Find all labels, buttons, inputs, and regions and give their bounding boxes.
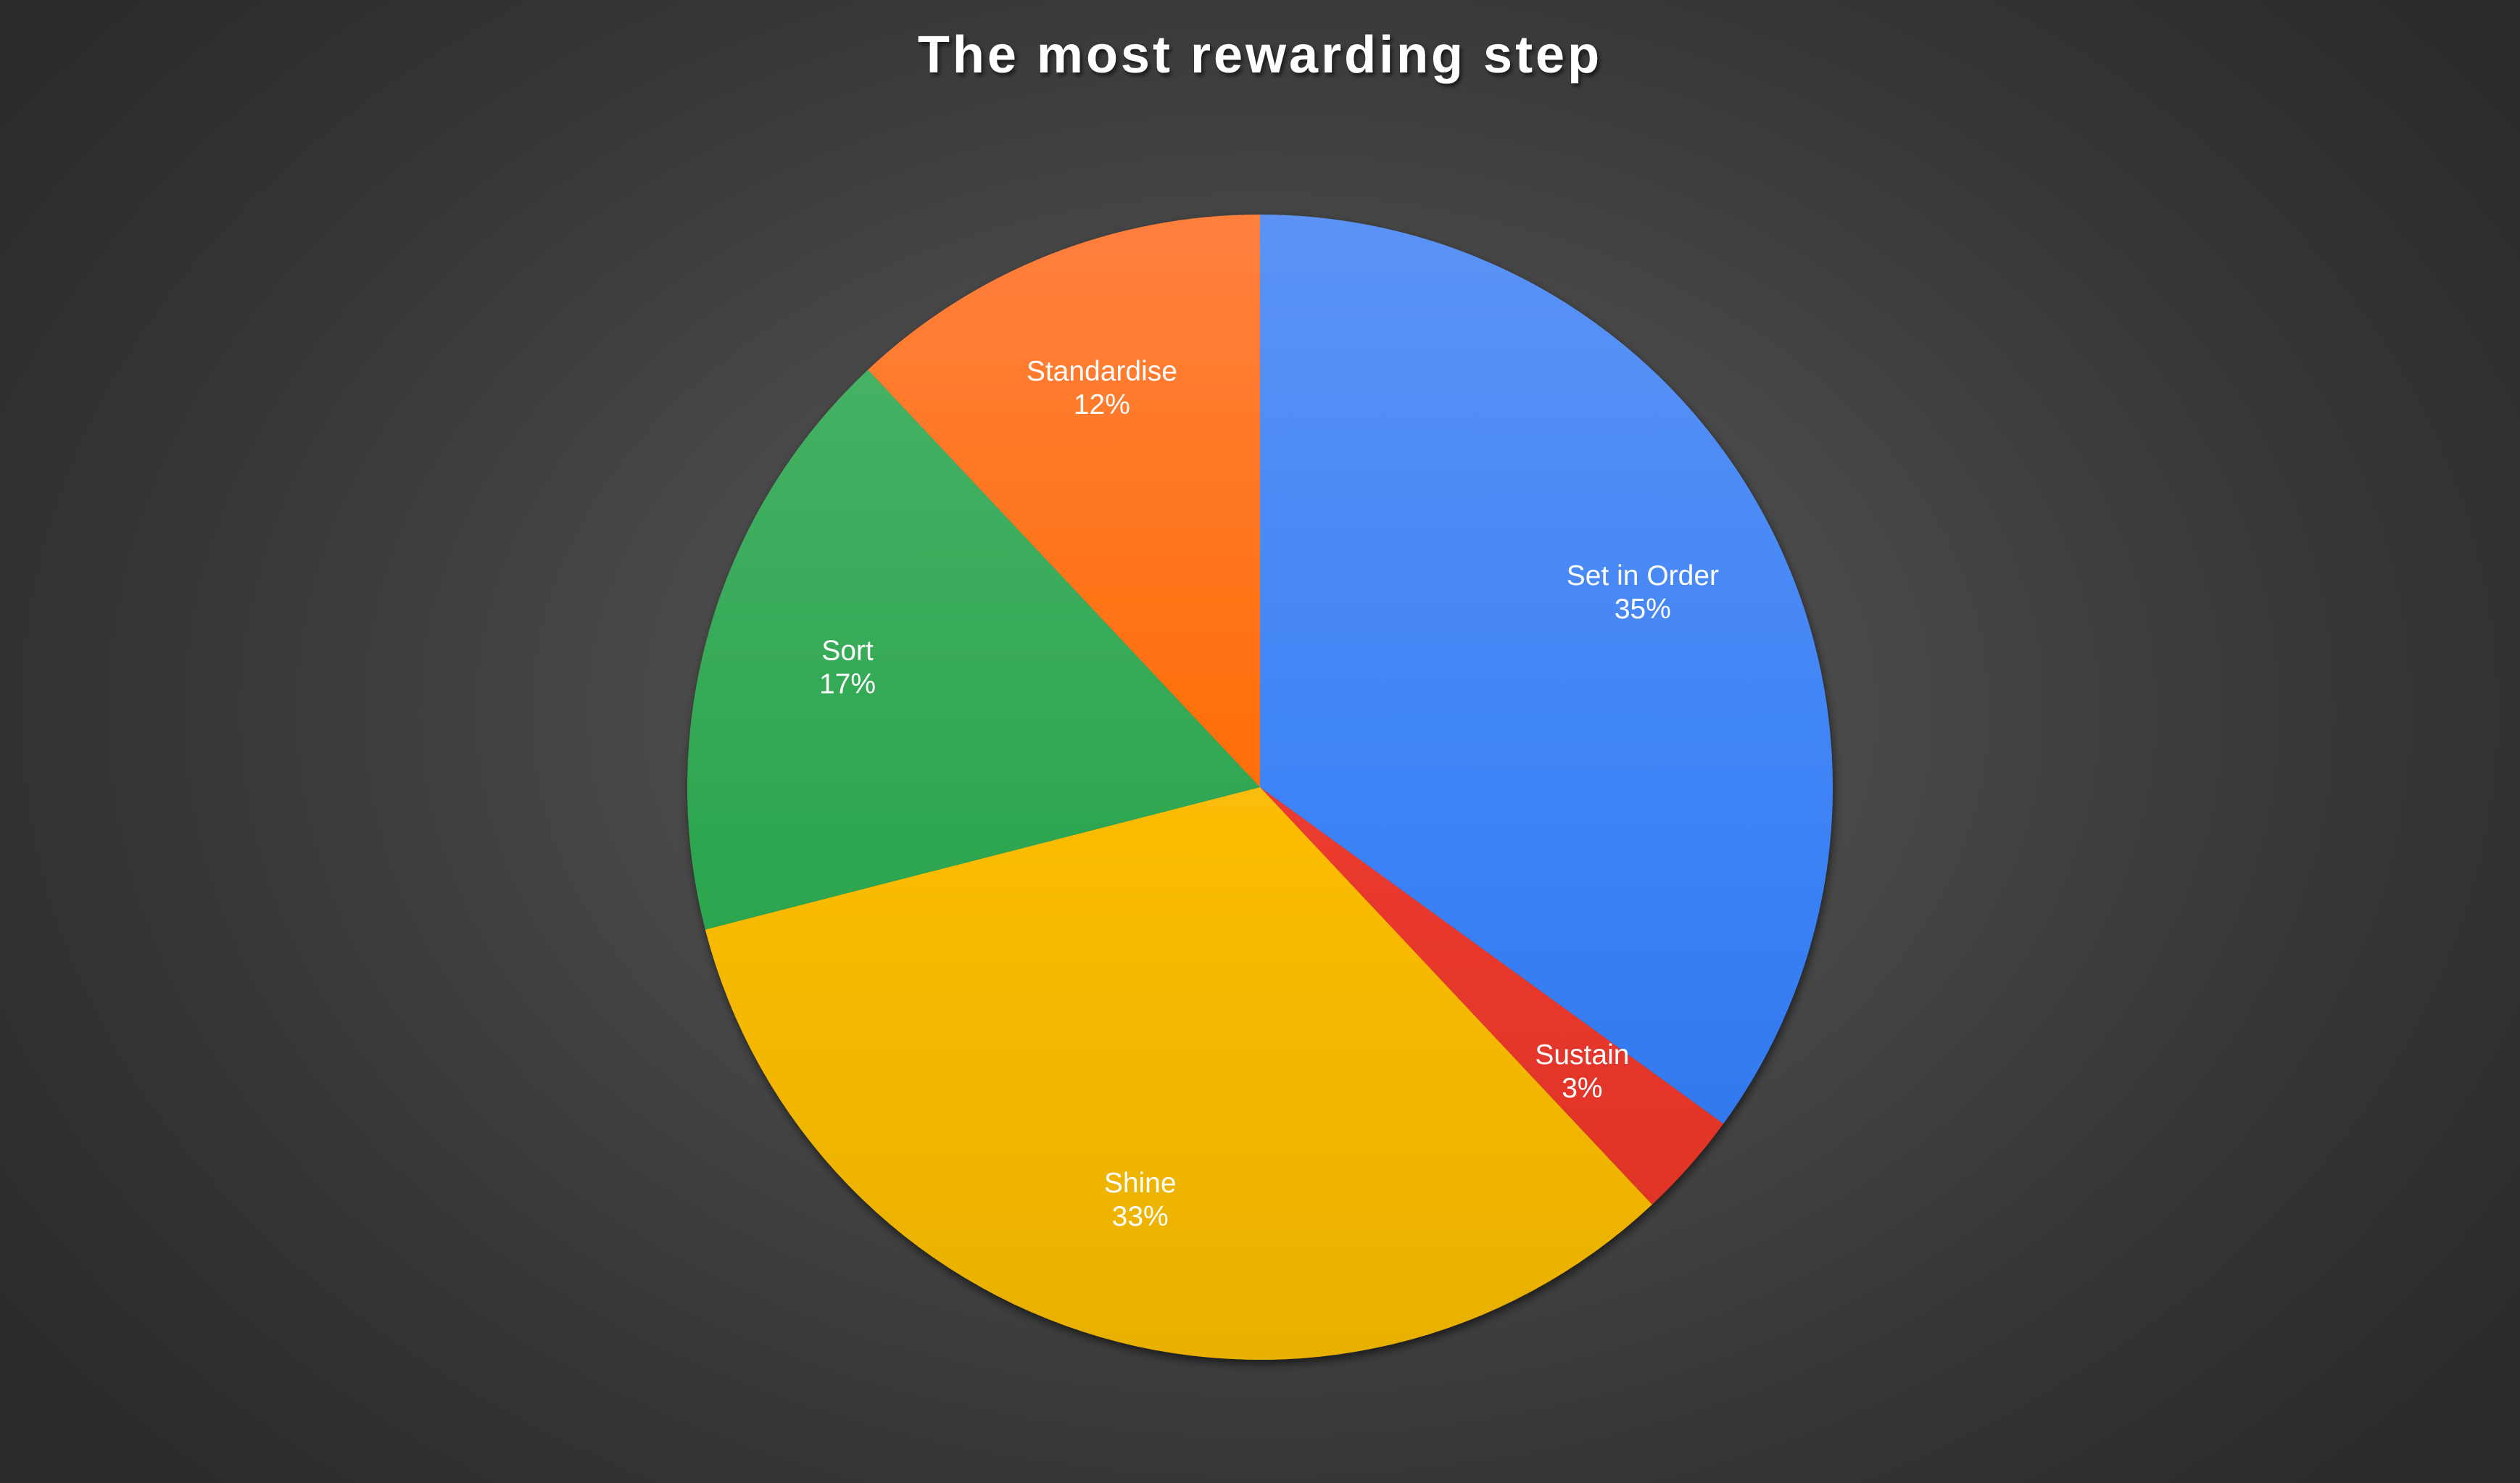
pie-slice-sort — [687, 370, 1260, 930]
slice-label-name: Standardise — [1027, 356, 1177, 387]
slice-label-sustain: Sustain 3% — [1535, 1039, 1629, 1104]
slice-label-percent: 12% — [1074, 389, 1130, 420]
slice-label-percent: 35% — [1615, 594, 1671, 625]
slice-label-sort: Sort 17% — [819, 636, 876, 700]
slice-label-percent: 3% — [1562, 1073, 1602, 1104]
slice-label-percent: 17% — [819, 669, 876, 700]
chart-title: The most rewarding step — [918, 26, 1602, 84]
slice-label-name: Sustain — [1535, 1039, 1629, 1071]
pie-slice-standardise — [868, 215, 1260, 787]
pie-slice-shine — [705, 787, 1652, 1361]
slice-label-name: Set in Order — [1567, 560, 1719, 591]
slice-label-name: Sort — [821, 636, 874, 667]
slice-label-name: Shine — [1104, 1168, 1177, 1199]
pie-labels: Set in Order 35%Sustain 3%Shine 33%Sort 17%S… — [819, 356, 1719, 1232]
pie-slice-sustain — [1260, 787, 1724, 1205]
slice-label-percent: 33% — [1112, 1201, 1169, 1232]
pie-slice-set-in-order — [1260, 215, 1833, 1124]
slice-label-shine: Shine 33% — [1104, 1168, 1177, 1232]
pie-slices — [687, 215, 1833, 1361]
slice-label-set-in-order: Set in Order 35% — [1567, 560, 1719, 625]
slice-label-standardise: Standardise 12% — [1027, 356, 1177, 420]
